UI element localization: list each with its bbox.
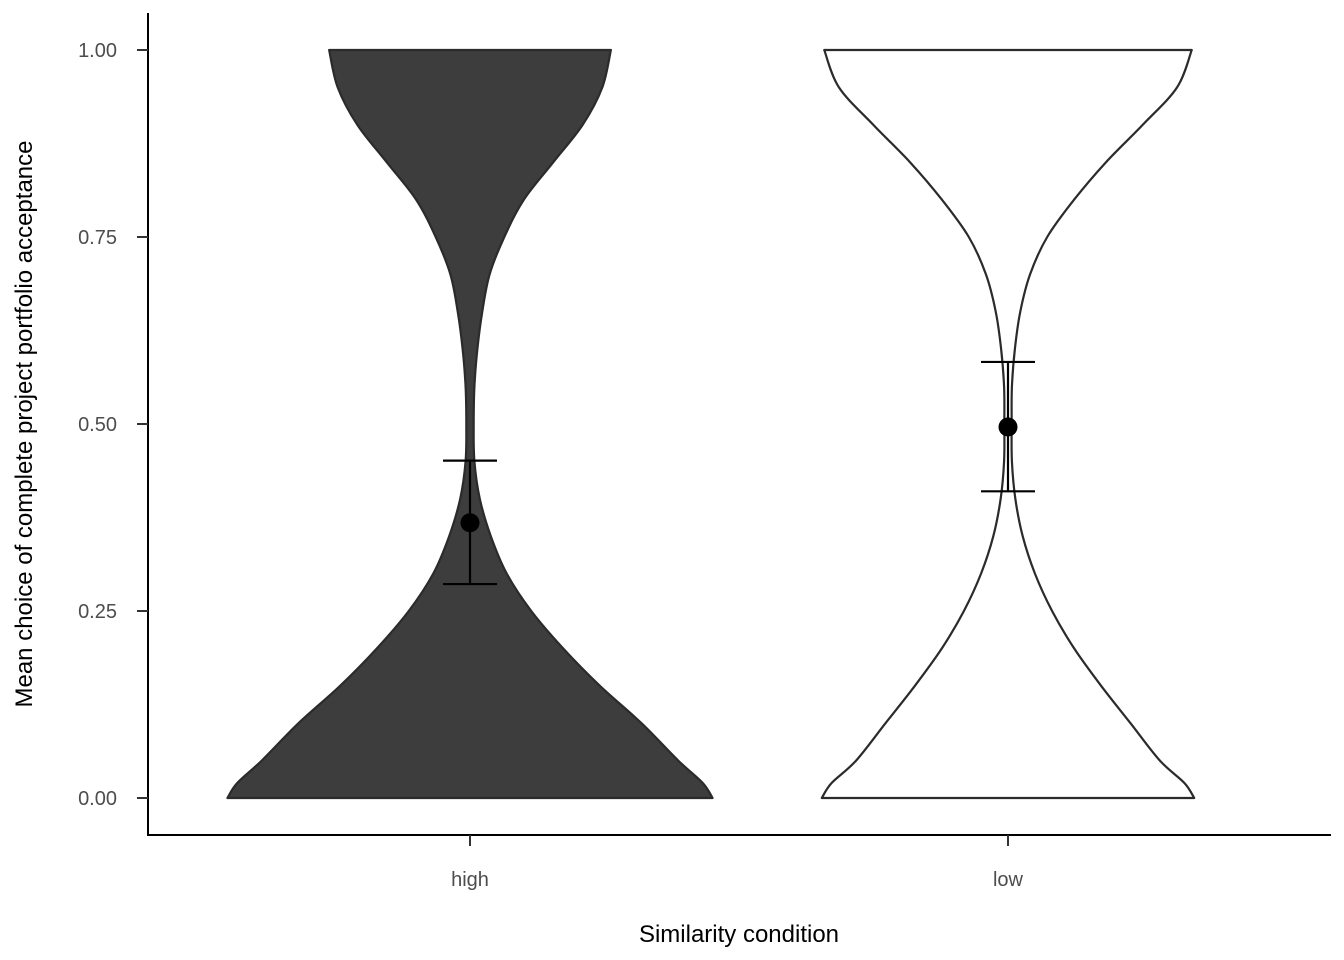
y-tick-label: 0.25: [78, 601, 117, 623]
x-axis-title: Similarity condition: [639, 921, 839, 948]
mean-point-high: [460, 513, 480, 533]
error-bar-layer: [443, 360, 1035, 586]
x-tick-label-low: low: [993, 869, 1024, 891]
y-axis-title: Mean choice of complete project portfoli…: [11, 141, 38, 708]
y-ticks: 0.00 0.25 0.50 0.75 1.00: [78, 40, 148, 810]
x-ticks: high low: [451, 835, 1024, 891]
y-tick-label: 0.00: [78, 788, 117, 810]
violin-high: [226, 48, 714, 800]
violin-layer: [226, 48, 1196, 800]
y-tick-label: 0.50: [78, 414, 117, 436]
x-tick-label-high: high: [451, 869, 489, 891]
mean-point-low: [998, 417, 1018, 437]
y-tick-label: 1.00: [78, 40, 117, 62]
y-tick-label: 0.75: [78, 227, 117, 249]
